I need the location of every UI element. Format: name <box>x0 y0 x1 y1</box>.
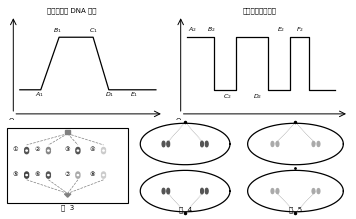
Text: 图  3: 图 3 <box>61 204 74 211</box>
Polygon shape <box>276 190 279 194</box>
Text: 图  5: 图 5 <box>289 206 302 213</box>
Circle shape <box>103 150 104 151</box>
Polygon shape <box>162 141 165 145</box>
Polygon shape <box>76 174 80 178</box>
Circle shape <box>26 150 27 151</box>
Polygon shape <box>317 190 320 194</box>
Text: $B_2$: $B_2$ <box>207 25 216 34</box>
Polygon shape <box>101 149 105 154</box>
Polygon shape <box>167 143 169 147</box>
Text: 细胞分裂时期: 细胞分裂时期 <box>269 121 294 128</box>
Text: ①: ① <box>13 147 19 152</box>
Polygon shape <box>201 190 203 194</box>
Polygon shape <box>312 190 315 194</box>
Text: $C_1$: $C_1$ <box>89 26 98 35</box>
Polygon shape <box>101 172 105 176</box>
Text: $A_1$: $A_1$ <box>35 90 44 99</box>
Polygon shape <box>201 188 203 192</box>
Circle shape <box>77 175 79 176</box>
Bar <box>65 130 70 134</box>
Polygon shape <box>271 143 274 147</box>
Polygon shape <box>205 141 208 145</box>
Polygon shape <box>162 188 165 192</box>
Polygon shape <box>162 190 165 194</box>
Polygon shape <box>76 147 80 152</box>
Circle shape <box>77 150 79 151</box>
Text: $D_1$: $D_1$ <box>105 90 114 99</box>
Polygon shape <box>46 149 51 154</box>
Polygon shape <box>317 141 320 145</box>
Polygon shape <box>162 143 165 147</box>
Polygon shape <box>271 190 274 194</box>
Polygon shape <box>276 189 279 192</box>
Text: ⑧: ⑧ <box>90 172 95 177</box>
Polygon shape <box>205 190 208 194</box>
Circle shape <box>103 175 104 176</box>
Text: 图 1: 图 1 <box>74 123 85 130</box>
Polygon shape <box>271 189 274 192</box>
Polygon shape <box>46 174 51 178</box>
Text: 每条染色体 DNA 含量: 每条染色体 DNA 含量 <box>47 8 97 14</box>
Text: O: O <box>9 118 14 124</box>
Text: $E_1$: $E_1$ <box>130 90 138 99</box>
Polygon shape <box>276 143 279 147</box>
Text: O: O <box>176 118 182 124</box>
Bar <box>7 128 128 203</box>
Polygon shape <box>76 172 80 176</box>
Text: ⑤: ⑤ <box>13 172 19 177</box>
Text: 图  4: 图 4 <box>179 206 192 213</box>
Text: 细胞分裂时期: 细胞分裂时期 <box>78 121 103 128</box>
Text: $E_2$: $E_2$ <box>277 25 286 34</box>
Polygon shape <box>25 174 28 178</box>
Polygon shape <box>201 141 203 145</box>
Circle shape <box>26 175 27 176</box>
Text: $B_1$: $B_1$ <box>53 26 61 35</box>
Text: $A_2$: $A_2$ <box>188 25 197 34</box>
Polygon shape <box>205 188 208 192</box>
Text: 图 2: 图 2 <box>263 123 274 130</box>
Polygon shape <box>167 190 169 194</box>
Polygon shape <box>25 172 28 176</box>
Polygon shape <box>276 141 279 145</box>
Text: ②: ② <box>35 147 40 152</box>
Text: ④: ④ <box>90 147 95 152</box>
Text: $D_2$: $D_2$ <box>253 93 262 101</box>
Polygon shape <box>317 189 320 192</box>
Polygon shape <box>312 141 315 145</box>
Polygon shape <box>201 143 203 147</box>
Text: ③: ③ <box>64 147 70 152</box>
Text: ⑦: ⑦ <box>64 172 70 177</box>
Polygon shape <box>25 147 28 152</box>
Polygon shape <box>76 149 80 154</box>
Polygon shape <box>312 189 315 192</box>
Polygon shape <box>205 143 208 147</box>
Text: 细胞核中染色体数: 细胞核中染色体数 <box>243 8 277 14</box>
Polygon shape <box>64 194 71 197</box>
Polygon shape <box>46 172 51 176</box>
Circle shape <box>48 150 49 151</box>
Polygon shape <box>25 149 28 154</box>
Polygon shape <box>167 188 169 192</box>
Circle shape <box>48 175 49 176</box>
Text: $F_2$: $F_2$ <box>297 25 304 34</box>
Polygon shape <box>167 141 169 145</box>
Polygon shape <box>312 143 315 147</box>
Text: ⑥: ⑥ <box>35 172 40 177</box>
Polygon shape <box>317 143 320 147</box>
Polygon shape <box>101 147 105 152</box>
Text: $C_2$: $C_2$ <box>224 93 232 101</box>
Polygon shape <box>271 141 274 145</box>
Polygon shape <box>46 147 51 152</box>
Polygon shape <box>101 174 105 178</box>
